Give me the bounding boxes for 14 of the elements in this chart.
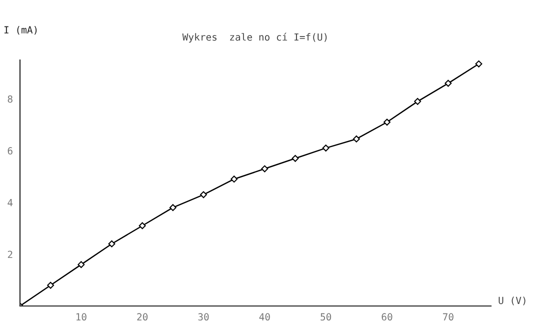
x-tick-label: 50 — [320, 313, 332, 321]
y-tick-label: 2 — [8, 250, 12, 258]
x-axis-title: U (V) — [498, 296, 526, 306]
y-axis-title: I (mA) — [4, 26, 37, 35]
y-tick-label: 6 — [8, 147, 12, 154]
y-tick-label: 4 — [8, 199, 13, 206]
x-tick-label: 10 — [76, 313, 86, 321]
y-tick-label: 8 — [8, 95, 12, 103]
chart-title: Wykres zale no cí I=f(U) — [182, 32, 327, 43]
x-tick-label: 30 — [198, 313, 209, 321]
x-tick-label: 60 — [382, 313, 392, 321]
x-tick-label: 40 — [259, 313, 270, 321]
x-tick-label: 20 — [137, 313, 148, 321]
x-tick-label: 70 — [442, 313, 454, 321]
